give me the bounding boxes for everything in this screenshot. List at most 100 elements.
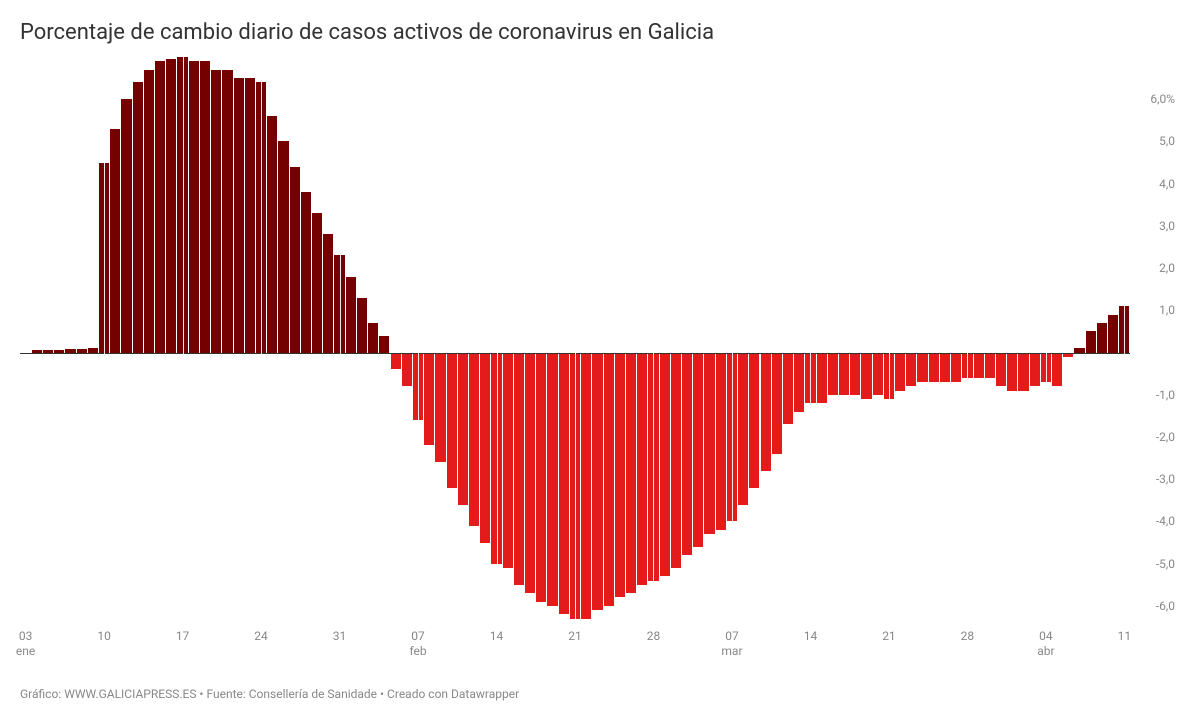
chart-title: Porcentaje de cambio diario de casos act… xyxy=(20,20,1179,45)
bar xyxy=(637,353,647,585)
bar xyxy=(155,61,165,352)
bar xyxy=(783,353,793,425)
bar xyxy=(234,78,244,352)
x-tick-label: 14 xyxy=(490,629,504,644)
bar xyxy=(615,353,625,598)
bar xyxy=(895,353,905,391)
x-tick-label: 17 xyxy=(176,629,190,644)
bar xyxy=(189,61,199,352)
bar xyxy=(559,353,569,615)
x-tick-label: 24 xyxy=(254,629,268,644)
bar xyxy=(817,353,827,404)
bar xyxy=(503,353,513,568)
bar xyxy=(222,70,232,353)
x-tick-label: 21 xyxy=(568,629,582,644)
bar xyxy=(267,116,277,352)
bar xyxy=(525,353,535,594)
y-tick-label: 2,0 xyxy=(1159,261,1175,275)
bar xyxy=(1108,315,1118,353)
gridline xyxy=(889,57,890,627)
gridline xyxy=(183,57,184,627)
gridline xyxy=(340,57,341,627)
bar xyxy=(435,353,445,463)
y-tick-label: 4,0 xyxy=(1159,177,1175,191)
gridline xyxy=(575,57,576,627)
bar xyxy=(547,353,557,606)
bar xyxy=(1007,353,1017,391)
gridline xyxy=(732,57,733,627)
x-tick-label: 14 xyxy=(804,629,818,644)
bar xyxy=(368,323,378,353)
y-tick-label: -3,0 xyxy=(1156,472,1175,486)
x-tick-label: 07mar xyxy=(721,629,742,659)
bar xyxy=(424,353,434,446)
plot-area xyxy=(20,57,1130,627)
bar xyxy=(166,59,176,352)
bar xyxy=(447,353,457,488)
gridline xyxy=(497,57,498,627)
bar xyxy=(761,353,771,471)
bar xyxy=(290,167,300,353)
bar xyxy=(951,353,961,383)
bar xyxy=(592,353,602,611)
bar xyxy=(110,129,120,353)
bar xyxy=(1052,353,1062,387)
bar xyxy=(626,353,636,594)
gridline xyxy=(1046,57,1047,627)
bar xyxy=(940,353,950,383)
gridline xyxy=(967,57,968,627)
gridline xyxy=(653,57,654,627)
bar xyxy=(1097,323,1107,353)
bar xyxy=(985,353,995,378)
bar xyxy=(211,70,221,353)
x-tick-label: 21 xyxy=(882,629,896,644)
chart-footer: Gráfico: WWW.GALICIAPRESS.ES • Fuente: C… xyxy=(20,687,519,701)
bar xyxy=(772,353,782,454)
bar xyxy=(660,353,670,577)
bar xyxy=(312,213,322,352)
gridline xyxy=(261,57,262,627)
x-tick-label: 28 xyxy=(961,629,975,644)
bar xyxy=(917,353,927,383)
bar xyxy=(682,353,692,556)
bar xyxy=(480,353,490,543)
bar xyxy=(794,353,804,412)
bar xyxy=(121,99,131,352)
y-tick-label: -6,0 xyxy=(1156,599,1175,613)
bar xyxy=(850,353,860,395)
bar xyxy=(402,353,412,387)
bar xyxy=(906,353,916,387)
x-tick-label: 28 xyxy=(647,629,661,644)
chart-container: 6,0%5,04,03,02,01,0-1,0-2,0-3,0-4,0-5,0-… xyxy=(20,57,1179,657)
bar xyxy=(357,298,367,353)
bar xyxy=(301,192,311,352)
bar xyxy=(536,353,546,602)
bar xyxy=(704,353,714,535)
x-tick-label: 07feb xyxy=(409,629,426,659)
bar xyxy=(1030,353,1040,387)
bar xyxy=(391,353,401,370)
y-tick-label: -1,0 xyxy=(1156,388,1175,402)
bar xyxy=(604,353,614,606)
bar xyxy=(278,141,288,352)
x-tick-label: 31 xyxy=(333,629,347,644)
gridline xyxy=(1124,57,1125,627)
bar xyxy=(861,353,871,399)
bar xyxy=(581,353,591,619)
gridline xyxy=(418,57,419,627)
bar xyxy=(200,61,210,352)
bar xyxy=(144,70,154,353)
x-tick-label: 03ene xyxy=(16,629,35,659)
bar xyxy=(245,78,255,352)
x-tick-label: 04abr xyxy=(1037,629,1054,659)
x-tick-label: 10 xyxy=(97,629,111,644)
bar xyxy=(133,82,143,352)
bar xyxy=(346,277,356,353)
bar xyxy=(974,353,984,378)
bar xyxy=(514,353,524,585)
bar xyxy=(873,353,883,395)
bar xyxy=(458,353,468,505)
bar xyxy=(929,353,939,383)
bar xyxy=(323,234,333,352)
bar xyxy=(671,353,681,568)
